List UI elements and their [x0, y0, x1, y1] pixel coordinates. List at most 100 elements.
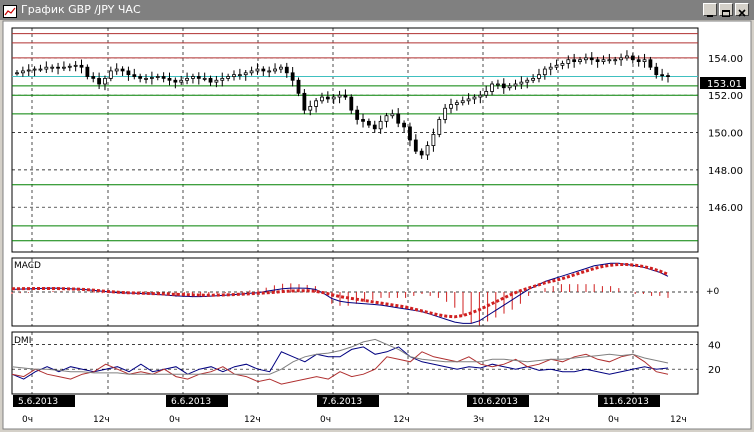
candle-body — [26, 69, 31, 72]
candle-body — [490, 83, 494, 92]
candle-body — [519, 81, 524, 85]
candle-body — [50, 66, 55, 69]
candle-body — [284, 66, 289, 74]
candle-body — [396, 113, 401, 124]
candle-body — [583, 57, 588, 61]
restore-icon — [722, 10, 730, 17]
time-tick-label: 12ч — [244, 415, 261, 425]
candle-body — [619, 57, 623, 61]
title-bar[interactable] — [0, 0, 754, 20]
candle-body — [408, 126, 412, 141]
candle-body — [507, 85, 512, 89]
time-tick-label: 0ч — [169, 415, 180, 425]
time-tick-label: 12ч — [93, 415, 110, 425]
dmi-minus-line — [11, 351, 669, 385]
candle-body — [425, 145, 430, 156]
candle-body — [97, 78, 102, 85]
level-lines — [12, 33, 698, 242]
candle-body — [454, 102, 459, 105]
candle-body — [202, 78, 207, 80]
candle-body — [191, 76, 195, 79]
candle-body — [144, 78, 148, 80]
candle-body — [320, 96, 324, 102]
date-flag-box — [166, 395, 228, 407]
price-panel — [11, 27, 699, 253]
date-flag-label: 10.6.2013 — [472, 397, 518, 407]
candle-body — [625, 55, 629, 59]
date-flag-label: 11.6.2013 — [603, 397, 649, 407]
candle-body — [232, 74, 236, 77]
dmi-panel — [11, 331, 699, 395]
chart-window-icon[interactable] — [3, 3, 17, 22]
candle-body — [296, 79, 301, 94]
candle-body — [378, 120, 383, 130]
candle-body — [173, 79, 178, 83]
candle-body — [67, 65, 72, 68]
candle-body — [149, 77, 154, 79]
candle-body — [589, 57, 594, 61]
time-tick-label: 12ч — [670, 415, 687, 425]
candle-body — [630, 55, 635, 61]
candle-body — [255, 68, 260, 72]
restore-button[interactable] — [719, 3, 733, 17]
axis-labels: 154.00 152.00 150.00 148.00 146.00 40 20 0ч 12ч 0… — [13, 54, 743, 425]
price-tick-label: 152.00 — [708, 91, 743, 102]
candle-body — [220, 78, 225, 81]
candle-body — [554, 64, 559, 68]
minimize-button[interactable] — [703, 3, 717, 17]
candle-body — [308, 106, 313, 111]
candle-body — [314, 100, 319, 107]
time-tick-label: 0ч — [608, 415, 619, 425]
candle-body — [331, 96, 336, 100]
candle-body — [525, 79, 530, 83]
date-flag-box — [317, 395, 379, 407]
candle-body — [595, 59, 600, 63]
candle-body — [249, 70, 254, 74]
candle-body — [542, 68, 547, 76]
candle-body — [384, 115, 389, 122]
macd-signal-line — [12, 263, 669, 319]
macd-title: MACD — [14, 261, 41, 271]
date-flag-label: 5.6.2013 — [18, 397, 58, 407]
chart-canvas[interactable] — [2, 20, 752, 430]
time-tick-label: 3ч — [473, 415, 484, 425]
candle-body — [372, 124, 377, 130]
candle-body — [443, 107, 448, 120]
candle-body — [402, 122, 406, 128]
candle-body — [613, 59, 618, 62]
candle-body — [126, 70, 131, 76]
candle-body — [226, 76, 231, 79]
price-tick-label: 154.00 — [708, 54, 743, 65]
date-flag-label: 6.6.2013 — [171, 397, 211, 407]
time-tick-label: 0ч — [320, 415, 331, 425]
candle-body — [138, 76, 143, 79]
candle-body — [273, 68, 277, 72]
time-tick-label: 0ч — [22, 415, 33, 425]
dmi-plus-line — [11, 346, 669, 380]
candle-body — [155, 76, 160, 78]
date-flag-box — [467, 395, 529, 407]
candle-body — [548, 66, 553, 70]
adx-line — [11, 338, 669, 375]
candle-body — [91, 76, 96, 79]
candle-body — [636, 59, 641, 63]
time-tick-label: 12ч — [393, 415, 410, 425]
candle-body — [496, 83, 500, 86]
price-tick-label: 146.00 — [708, 203, 743, 214]
candle-body — [607, 59, 612, 62]
candle-body — [261, 68, 266, 72]
candle-body — [366, 120, 371, 126]
candle-body — [337, 94, 342, 98]
candle-body — [62, 66, 66, 69]
candle-body — [413, 139, 418, 152]
candle-body — [103, 78, 107, 85]
candle-body — [179, 79, 184, 83]
candle-body — [208, 78, 213, 83]
current-price-flag — [700, 77, 746, 89]
close-icon — [738, 9, 746, 17]
close-button[interactable] — [735, 3, 749, 17]
date-flag-box — [13, 395, 75, 407]
candle-body — [108, 70, 113, 79]
dmi-tick-label: 40 — [708, 340, 721, 351]
